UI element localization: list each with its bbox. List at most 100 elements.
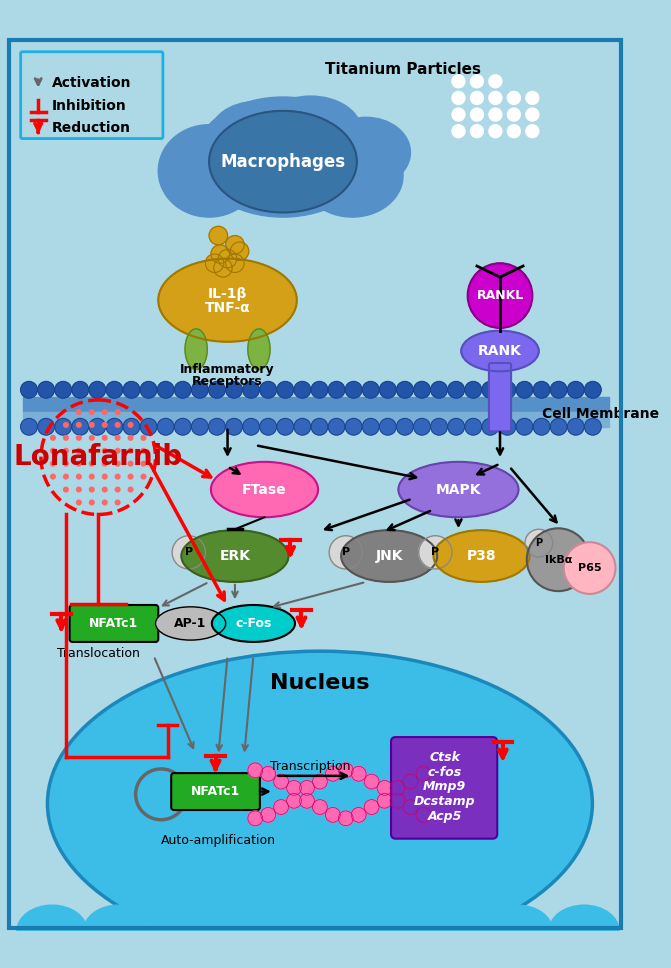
Circle shape bbox=[380, 418, 396, 435]
Circle shape bbox=[191, 418, 208, 435]
Circle shape bbox=[516, 381, 533, 398]
Text: Ctsk: Ctsk bbox=[429, 751, 460, 764]
Circle shape bbox=[89, 409, 94, 414]
Circle shape bbox=[128, 436, 133, 440]
Circle shape bbox=[103, 423, 107, 427]
Circle shape bbox=[328, 381, 345, 398]
Bar bbox=[23, 412, 609, 427]
Circle shape bbox=[225, 418, 242, 435]
Circle shape bbox=[468, 263, 532, 328]
Ellipse shape bbox=[191, 123, 274, 188]
Text: RANKL: RANKL bbox=[476, 289, 523, 302]
Circle shape bbox=[397, 381, 413, 398]
Ellipse shape bbox=[156, 607, 225, 640]
Text: Cell Membrane: Cell Membrane bbox=[541, 407, 659, 421]
Circle shape bbox=[218, 250, 237, 268]
Circle shape bbox=[261, 807, 276, 822]
Circle shape bbox=[452, 75, 465, 88]
Circle shape bbox=[274, 800, 289, 814]
Circle shape bbox=[413, 418, 430, 435]
Circle shape bbox=[377, 794, 392, 808]
Circle shape bbox=[243, 418, 260, 435]
Text: Receptors: Receptors bbox=[192, 375, 263, 388]
Circle shape bbox=[211, 245, 229, 263]
Ellipse shape bbox=[260, 96, 362, 166]
Circle shape bbox=[141, 436, 146, 440]
Circle shape bbox=[352, 767, 366, 781]
Text: Auto-amplification: Auto-amplification bbox=[161, 834, 276, 847]
Circle shape bbox=[128, 462, 133, 466]
Circle shape bbox=[123, 381, 140, 398]
Circle shape bbox=[89, 474, 94, 479]
Circle shape bbox=[158, 418, 174, 435]
Circle shape bbox=[76, 487, 81, 492]
Circle shape bbox=[209, 418, 225, 435]
Circle shape bbox=[38, 381, 54, 398]
Text: Inflammatory: Inflammatory bbox=[180, 363, 275, 376]
Circle shape bbox=[89, 418, 105, 435]
Circle shape bbox=[128, 474, 133, 479]
Circle shape bbox=[294, 418, 311, 435]
Ellipse shape bbox=[181, 530, 289, 582]
Ellipse shape bbox=[195, 97, 370, 217]
Circle shape bbox=[274, 774, 289, 789]
Circle shape bbox=[64, 436, 68, 440]
Circle shape bbox=[277, 381, 294, 398]
Circle shape bbox=[489, 125, 502, 137]
Circle shape bbox=[584, 381, 601, 398]
Circle shape bbox=[64, 474, 68, 479]
Circle shape bbox=[174, 418, 191, 435]
Ellipse shape bbox=[549, 905, 619, 957]
Circle shape bbox=[397, 418, 413, 435]
Circle shape bbox=[362, 381, 379, 398]
Ellipse shape bbox=[301, 134, 403, 217]
Circle shape bbox=[465, 381, 482, 398]
Circle shape bbox=[507, 91, 520, 105]
Circle shape bbox=[103, 409, 107, 414]
Circle shape bbox=[103, 462, 107, 466]
Circle shape bbox=[243, 381, 260, 398]
Circle shape bbox=[338, 763, 353, 777]
Circle shape bbox=[568, 418, 584, 435]
Text: Mmp9: Mmp9 bbox=[423, 780, 466, 794]
Circle shape bbox=[470, 91, 483, 105]
Text: NFATc1: NFATc1 bbox=[191, 785, 240, 798]
Circle shape bbox=[526, 91, 539, 105]
Circle shape bbox=[115, 423, 120, 427]
Text: AP-1: AP-1 bbox=[174, 617, 207, 630]
Circle shape bbox=[123, 418, 140, 435]
Circle shape bbox=[140, 418, 157, 435]
Text: ERK: ERK bbox=[219, 549, 250, 563]
Circle shape bbox=[230, 242, 249, 260]
Circle shape bbox=[564, 542, 615, 594]
Circle shape bbox=[299, 780, 315, 796]
Text: P: P bbox=[535, 538, 542, 548]
Circle shape bbox=[390, 794, 405, 808]
Circle shape bbox=[38, 418, 54, 435]
Circle shape bbox=[115, 448, 120, 453]
Ellipse shape bbox=[341, 530, 437, 582]
Circle shape bbox=[141, 448, 146, 453]
Circle shape bbox=[470, 75, 483, 88]
Circle shape bbox=[248, 811, 262, 826]
Circle shape bbox=[364, 800, 379, 814]
Ellipse shape bbox=[209, 102, 301, 172]
Circle shape bbox=[64, 423, 68, 427]
Text: RANK: RANK bbox=[478, 344, 522, 358]
Circle shape bbox=[21, 418, 38, 435]
Circle shape bbox=[89, 381, 105, 398]
Circle shape bbox=[489, 75, 502, 88]
Circle shape bbox=[103, 448, 107, 453]
Circle shape bbox=[550, 381, 567, 398]
Circle shape bbox=[248, 763, 262, 777]
Circle shape bbox=[76, 409, 81, 414]
Circle shape bbox=[128, 487, 133, 492]
Circle shape bbox=[55, 381, 71, 398]
Text: Reduction: Reduction bbox=[52, 121, 131, 136]
Circle shape bbox=[115, 462, 120, 466]
Text: P38: P38 bbox=[467, 549, 497, 563]
Circle shape bbox=[489, 91, 502, 105]
Circle shape bbox=[76, 423, 81, 427]
Circle shape bbox=[51, 436, 55, 440]
Ellipse shape bbox=[211, 462, 318, 517]
